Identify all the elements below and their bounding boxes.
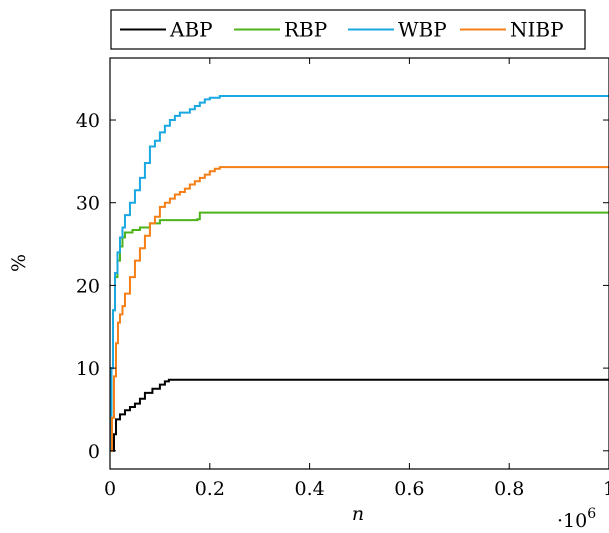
y-axis-label: %: [8, 254, 30, 272]
x-axis-label: n: [352, 503, 364, 525]
legend-label-abp: ABP: [169, 18, 213, 42]
x-axis-exponent-base: ·10: [557, 510, 587, 532]
x-tick-label: 0.2: [195, 478, 225, 500]
y-tick-label: 10: [76, 358, 100, 380]
plot-area-frame: [109, 57, 609, 470]
x-tick-label: 0: [104, 478, 116, 500]
x-tick-label: 0.6: [394, 478, 424, 500]
legend-label-nibp: NIBP: [510, 18, 564, 42]
x-tick-label: 0.4: [294, 478, 324, 500]
series-layer: [110, 95, 609, 452]
legend: ABP RBP WBP NIBP: [110, 9, 586, 50]
series-line-abp: [110, 378, 609, 452]
x-axis-exponent-label: ·106: [557, 506, 596, 532]
series-line-nibp: [110, 166, 609, 452]
y-tick-label: 20: [76, 275, 100, 297]
ticks-layer: 00.20.40.60.81010203040: [76, 58, 609, 500]
x-axis-exponent-power: 6: [587, 506, 596, 522]
x-tick-label: 1: [603, 478, 609, 500]
series-line-rbp: [110, 211, 609, 452]
series-line-wbp: [110, 95, 609, 452]
y-tick-label: 0: [88, 441, 100, 463]
legend-label-wbp: WBP: [398, 18, 447, 42]
x-tick-label: 0.8: [494, 478, 524, 500]
y-tick-label: 40: [76, 110, 100, 132]
y-tick-label: 30: [76, 193, 100, 215]
legend-label-rbp: RBP: [284, 18, 327, 42]
